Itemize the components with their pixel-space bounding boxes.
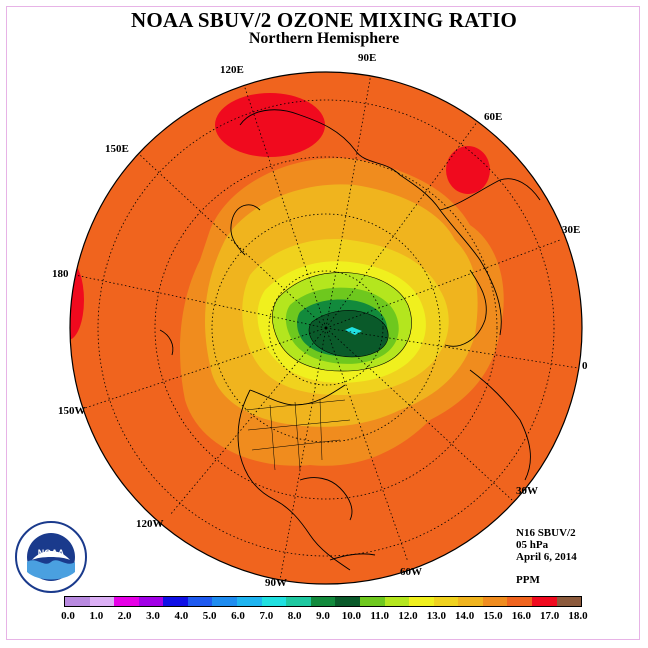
lon-label-180: 180 (52, 268, 69, 280)
lon-label-90w: 90W (265, 577, 287, 589)
colorbar-swatch (89, 597, 115, 606)
coastlines (159, 109, 541, 571)
chart-title: NOAA SBUV/2 OZONE MIXING RATIO (131, 8, 517, 32)
colorbar-tick-label: 4.0 (174, 610, 189, 622)
colorbar-tick-label: 5.0 (202, 610, 217, 622)
meridians (74, 72, 579, 581)
colorbar-swatch (65, 597, 90, 606)
date-label: April 6, 2014 (516, 551, 577, 563)
colorbar-tick-label: 0.0 (61, 610, 75, 622)
noaa-logo: NOAA (15, 521, 87, 593)
colorbar-tick-label: 17.0 (540, 610, 560, 622)
colorbar-tick-label: 18.0 (568, 610, 588, 622)
colorbar-tick-label: 9.0 (316, 610, 330, 622)
lon-label-150e: 150E (105, 143, 129, 155)
lon-label-0: 0 (582, 360, 588, 372)
colorbar-tick-label: 1.0 (89, 610, 104, 622)
lon-label-30e: 30E (562, 224, 581, 236)
ozone-level-16-patch (70, 260, 84, 340)
colorbar-swatch (237, 597, 262, 606)
colorbar (64, 596, 582, 607)
colorbar-swatch (114, 597, 139, 606)
colorbar-swatch (212, 597, 238, 606)
colorbar-tick-label: 10.0 (341, 610, 361, 622)
pressure-level-label: 05 hPa (516, 539, 549, 551)
state-borders (244, 399, 351, 471)
latitude-circles (97, 99, 555, 557)
colorbar-tick-label: 7.0 (259, 610, 274, 622)
colorbar-tick-label: 8.0 (287, 610, 302, 622)
instrument-label: N16 SBUV/2 (516, 527, 576, 539)
colorbar-tick-label: 2.0 (117, 610, 132, 622)
chart-subtitle: Northern Hemisphere (248, 30, 400, 47)
colorbar-swatch (556, 597, 582, 606)
colorbar-swatch (384, 597, 410, 606)
colorbar-tick-label: 16.0 (511, 610, 531, 622)
lon-label-120e: 120E (220, 64, 244, 76)
units-label: PPM (516, 574, 540, 586)
colorbar-tick-label: 3.0 (146, 610, 160, 622)
colorbar-tick-label: 12.0 (398, 610, 418, 622)
lon-label-30w: 30W (516, 485, 538, 497)
colorbar-swatch (261, 597, 287, 606)
colorbar-swatch (507, 597, 532, 606)
logo-text: NOAA (38, 548, 65, 558)
ozone-level-16-patch (446, 146, 490, 194)
ozone-level-16-patch (215, 93, 325, 157)
colorbar-tick-label: 15.0 (483, 610, 503, 622)
colorbar-swatch (138, 597, 164, 606)
lon-label-60e: 60E (484, 111, 503, 123)
colorbar-swatch (359, 597, 385, 606)
colorbar-swatch (310, 597, 336, 606)
colorbar-tick-label: 6.0 (231, 610, 245, 622)
lon-label-60w: 60W (400, 566, 422, 578)
colorbar-swatch (433, 597, 459, 606)
figure-frame (6, 6, 640, 640)
colorbar-swatch (482, 597, 508, 606)
colorbar-swatch (286, 597, 311, 606)
ozone-level-7 (309, 310, 389, 357)
colorbar-swatch (409, 597, 434, 606)
colorbar-tick-label: 11.0 (370, 610, 389, 622)
colorbar-swatch (187, 597, 213, 606)
colorbar-swatch (163, 597, 188, 606)
lon-label-120w: 120W (136, 518, 164, 530)
colorbar-tick-label: 13.0 (426, 610, 446, 622)
contour-lines (272, 272, 412, 372)
colorbar-swatch (335, 597, 360, 606)
lon-label-150w: 150W (58, 405, 86, 417)
map-boundary (69, 71, 583, 585)
colorbar-tick-label: 14.0 (455, 610, 475, 622)
colorbar-swatch (531, 597, 557, 606)
colorbar-swatch (458, 597, 483, 606)
lon-label-90e: 90E (358, 52, 377, 64)
